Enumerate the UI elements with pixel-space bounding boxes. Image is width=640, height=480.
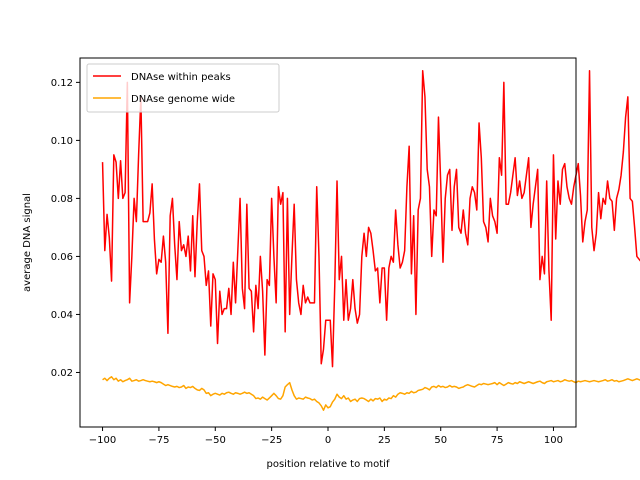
y-tick-label: 0.02	[51, 368, 73, 379]
x-tick-label: 0	[325, 435, 331, 446]
legend-label-0: DNAse within peaks	[131, 72, 231, 83]
series-layer	[101, 70, 640, 411]
x-tick-label: −100	[89, 435, 116, 446]
x-axis: −100 −75 −50 −25 0 25 50 75 100	[89, 427, 563, 446]
x-tick-label: 100	[544, 435, 563, 446]
series-line-0	[101, 70, 640, 368]
y-tick-label: 0.04	[51, 310, 73, 321]
x-tick-label: −75	[148, 435, 169, 446]
x-axis-label: position relative to motif	[267, 459, 390, 470]
y-tick-label: 0.06	[51, 252, 73, 263]
x-tick-label: 25	[378, 435, 391, 446]
x-tick-label: −50	[205, 435, 226, 446]
y-axis-label: average DNA signal	[22, 193, 33, 292]
y-axis: 0.02 0.04 0.06 0.08 0.10 0.12	[51, 78, 80, 379]
series-line-1	[102, 376, 640, 411]
legend: DNAse within peaks DNAse genome wide	[86, 63, 280, 113]
y-tick-label: 0.10	[51, 136, 73, 147]
x-tick-label: −25	[261, 435, 282, 446]
x-tick-label: 75	[491, 435, 504, 446]
legend-box	[86, 63, 280, 113]
y-tick-label: 0.08	[51, 194, 73, 205]
x-tick-label: 50	[434, 435, 447, 446]
legend-label-1: DNAse genome wide	[131, 94, 235, 105]
y-tick-label: 0.12	[51, 78, 73, 89]
